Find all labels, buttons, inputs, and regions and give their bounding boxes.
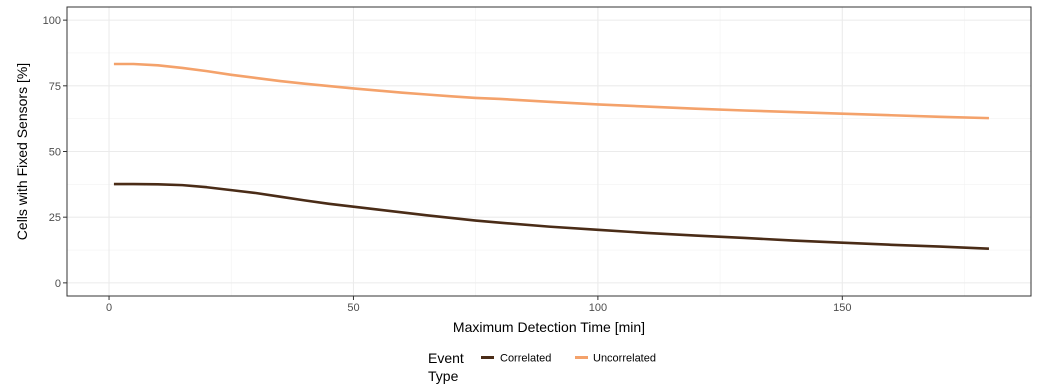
- x-tick-label: 50: [347, 302, 359, 314]
- series-line-correlated: [113, 182, 990, 251]
- grid-major: [67, 7, 1031, 296]
- y-tick-label: 50: [49, 147, 61, 159]
- y-tick-label: 25: [49, 212, 61, 224]
- x-axis-ticks: 0 50 100 150: [106, 296, 851, 314]
- x-tick-label: 0: [106, 302, 112, 314]
- legend-title-line-1: Event: [428, 350, 464, 366]
- x-tick-label: 100: [589, 302, 607, 314]
- y-tick-label: 100: [43, 15, 61, 27]
- y-axis-title: Cells with Fixed Sensors [%]: [14, 63, 30, 240]
- y-axis-ticks: 0 25 50 75 100: [43, 15, 67, 290]
- legend-title-line-2: Type: [428, 368, 459, 384]
- series-line-uncorrelated: [113, 62, 989, 120]
- series-lines: [113, 62, 990, 251]
- legend-label-correlated: Correlated: [500, 353, 551, 365]
- y-tick-label: 0: [55, 278, 61, 290]
- legend-label-uncorrelated: Uncorrelated: [593, 353, 656, 365]
- legend: Event Type Correlated Uncorrelated: [428, 350, 656, 384]
- y-tick-label: 75: [49, 81, 61, 93]
- x-axis-title: Maximum Detection Time [min]: [453, 319, 645, 335]
- x-tick-label: 150: [833, 302, 851, 314]
